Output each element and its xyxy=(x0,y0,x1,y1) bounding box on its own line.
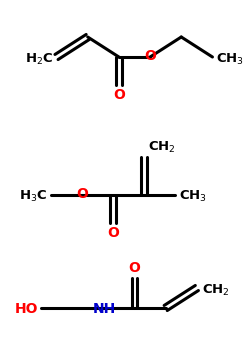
Text: CH$_3$: CH$_3$ xyxy=(179,188,208,204)
Text: CH$_2$: CH$_2$ xyxy=(148,139,176,155)
Text: H$_3$C: H$_3$C xyxy=(20,188,48,204)
Text: O: O xyxy=(128,261,140,275)
Text: O: O xyxy=(107,226,119,240)
Text: O: O xyxy=(144,49,156,63)
Text: H$_2$C: H$_2$C xyxy=(25,51,54,66)
Text: O: O xyxy=(113,88,125,102)
Text: CH$_3$: CH$_3$ xyxy=(216,51,244,66)
Text: O: O xyxy=(76,187,88,201)
Text: CH$_2$: CH$_2$ xyxy=(202,282,230,298)
Text: NH: NH xyxy=(93,302,116,316)
Text: HO: HO xyxy=(14,302,38,316)
